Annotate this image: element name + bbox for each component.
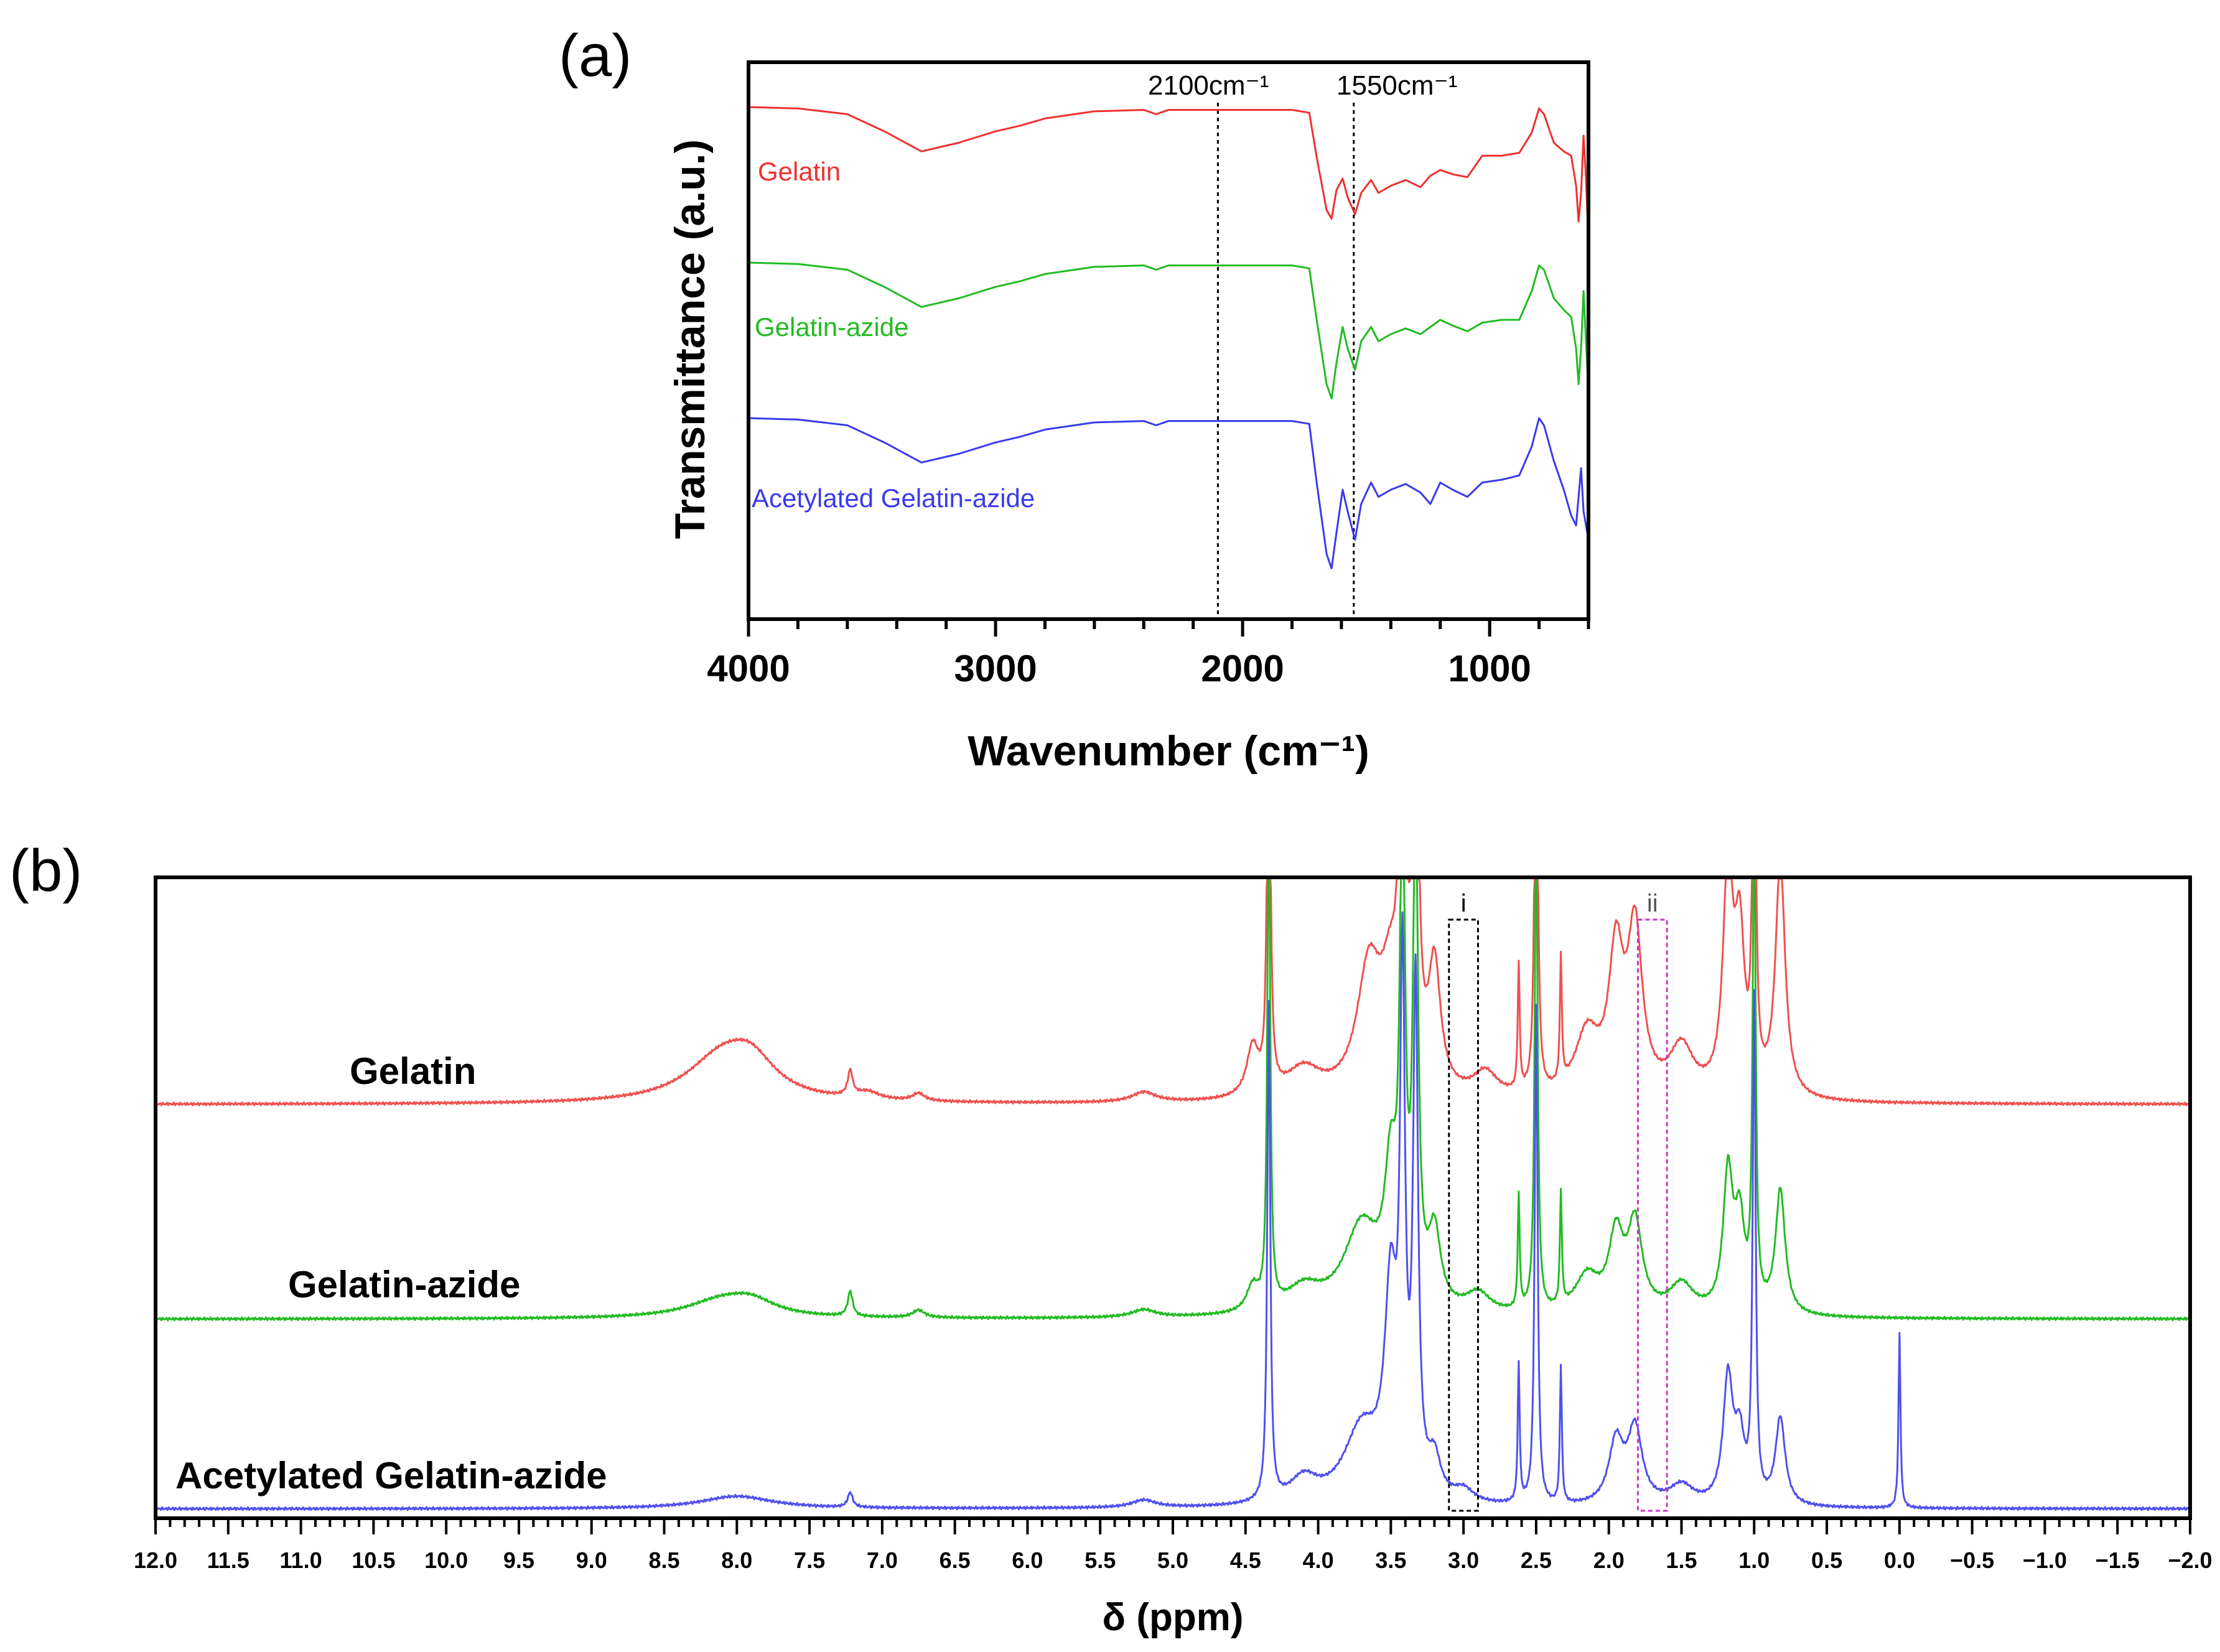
ftir-series-line-2 bbox=[748, 261, 1590, 399]
nmr-x-tick-label: 4.0 bbox=[1303, 1547, 1334, 1573]
nmr-chart: (b) i ii Gelatin Gelatin-azide Acetylated… bbox=[9, 838, 2213, 1639]
nmr-x-axis-title: δ (ppm) bbox=[1103, 1596, 1244, 1639]
nmr-x-tick-label: 7.0 bbox=[867, 1547, 898, 1573]
nmr-x-tick-label: 3.0 bbox=[1448, 1547, 1479, 1573]
nmr-x-tick-label: 1.5 bbox=[1666, 1547, 1697, 1573]
panel-b-label: (b) bbox=[9, 838, 82, 904]
nmr-plot-area bbox=[156, 877, 2190, 1511]
nmr-region-label-ii: ii bbox=[1647, 890, 1658, 917]
nmr-x-tick-label: 8.0 bbox=[721, 1547, 752, 1573]
nmr-x-ticks: 12.0 11.5 11.0 10.5 10.0 9.5 9.0 8.5 8.0 7.5 7.0 6.… bbox=[134, 1518, 2213, 1573]
nmr-series-label-acetylated: Acetylated Gelatin-azide bbox=[175, 1455, 607, 1496]
ftir-x-ticks: 4000 3000 2000 1000 bbox=[707, 619, 1590, 689]
nmr-x-tick-label: 4.5 bbox=[1230, 1547, 1261, 1573]
ftir-frame bbox=[747, 60, 1590, 621]
ftir-chart: (a) Transmittance (a.u.) Wavenumber (cm⁻… bbox=[559, 22, 1590, 775]
ftir-annotation-2100: 2100cm⁻¹ bbox=[1148, 70, 1269, 101]
ftir-series-label-gelatin: Gelatin bbox=[758, 157, 841, 186]
nmr-series-line-2 bbox=[156, 877, 2190, 1322]
nmr-series-line-3 bbox=[156, 911, 2190, 1511]
nmr-x-tick-label: −0.5 bbox=[1950, 1547, 1994, 1573]
ftir-series-line-3 bbox=[748, 417, 1590, 569]
ftir-series-line-1 bbox=[748, 106, 1590, 243]
ftir-x-tick-label: 2000 bbox=[1201, 648, 1284, 689]
panel-a-label: (a) bbox=[559, 22, 632, 89]
nmr-regions: i ii bbox=[1448, 890, 1668, 1512]
ftir-plot-area bbox=[748, 103, 1590, 619]
nmr-x-tick-label: 2.0 bbox=[1593, 1547, 1625, 1573]
ftir-x-tick-label: 1000 bbox=[1448, 648, 1531, 689]
nmr-region-box-ii bbox=[1636, 918, 1668, 1512]
nmr-x-tick-label: 3.5 bbox=[1375, 1547, 1406, 1573]
nmr-x-tick-label: 2.5 bbox=[1521, 1547, 1552, 1573]
nmr-x-tick-label: 11.0 bbox=[280, 1547, 322, 1573]
nmr-x-tick-label: −1.5 bbox=[2096, 1547, 2140, 1573]
nmr-x-tick-label: 6.0 bbox=[1012, 1547, 1043, 1573]
nmr-series-line-1 bbox=[156, 877, 2190, 1107]
nmr-x-tick-label: 0.0 bbox=[1884, 1547, 1915, 1573]
nmr-x-tick-label: 8.5 bbox=[648, 1547, 679, 1573]
ftir-x-tick-label: 4000 bbox=[707, 648, 790, 689]
nmr-x-tick-label: 1.0 bbox=[1738, 1547, 1770, 1573]
ftir-annotation-1550: 1550cm⁻¹ bbox=[1336, 70, 1457, 101]
ftir-y-axis-title: Transmittance (a.u.) bbox=[666, 139, 714, 539]
nmr-x-tick-label: 6.5 bbox=[940, 1547, 971, 1573]
nmr-x-tick-label: 9.0 bbox=[576, 1547, 607, 1573]
nmr-series-label-gelatin: Gelatin bbox=[350, 1050, 476, 1092]
ftir-x-tick-label: 3000 bbox=[954, 648, 1037, 689]
nmr-x-tick-label: 10.5 bbox=[352, 1547, 395, 1573]
nmr-x-tick-label: 11.5 bbox=[207, 1547, 250, 1573]
nmr-x-tick-label: −2.0 bbox=[2168, 1547, 2212, 1573]
nmr-x-tick-label: 0.5 bbox=[1811, 1547, 1842, 1573]
nmr-x-tick-label: 5.0 bbox=[1157, 1547, 1188, 1573]
nmr-x-tick-label: 10.0 bbox=[424, 1547, 468, 1573]
ftir-series-label-acetylated: Acetylated Gelatin-azide bbox=[752, 483, 1035, 513]
nmr-x-tick-label: −1.0 bbox=[2023, 1547, 2067, 1573]
nmr-region-box-i bbox=[1448, 918, 1479, 1512]
nmr-series-label-gelatin-azide: Gelatin-azide bbox=[288, 1264, 520, 1305]
nmr-region-label-i: i bbox=[1461, 890, 1467, 917]
nmr-x-tick-label: 5.5 bbox=[1084, 1547, 1116, 1573]
nmr-x-tick-label: 9.5 bbox=[503, 1547, 534, 1573]
ftir-x-axis-title: Wavenumber (cm⁻¹) bbox=[968, 727, 1369, 775]
nmr-x-tick-label: 12.0 bbox=[134, 1547, 177, 1573]
nmr-x-tick-label: 7.5 bbox=[794, 1547, 825, 1573]
ftir-series-label-gelatin-azide: Gelatin-azide bbox=[755, 312, 908, 342]
